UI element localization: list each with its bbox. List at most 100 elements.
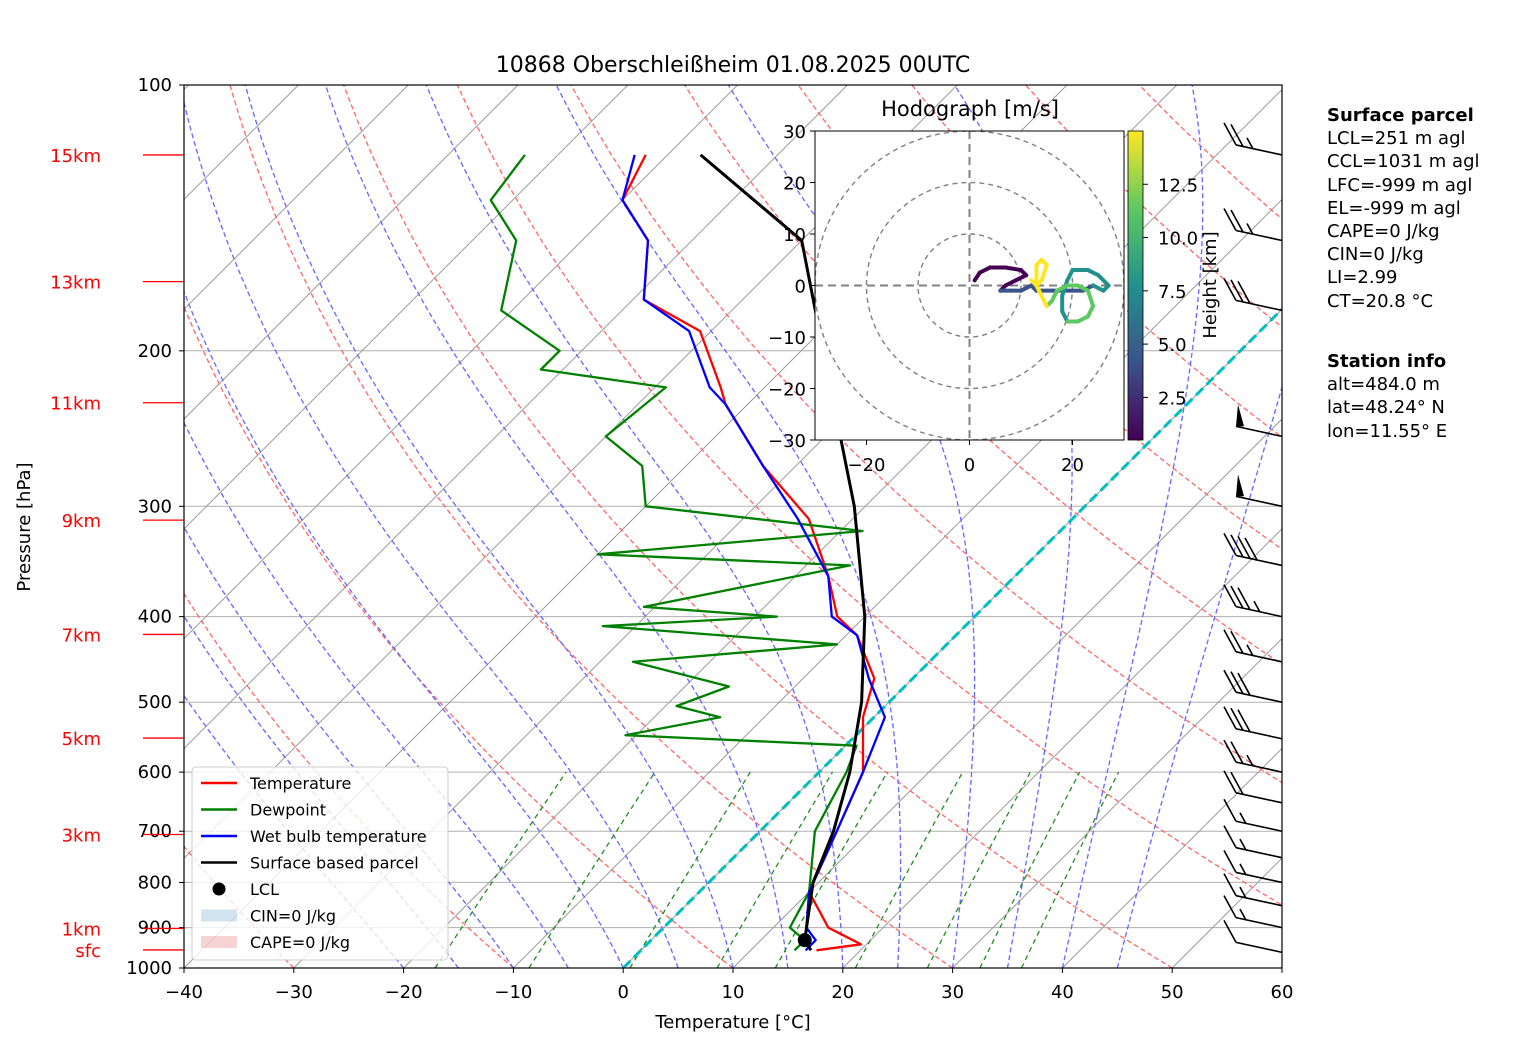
isotherm xyxy=(184,85,629,530)
moist-adiabat xyxy=(1116,384,1282,968)
legend-label: CAPE=0 J/kg xyxy=(250,933,350,952)
mixing-ratio-line xyxy=(926,771,1031,968)
legend-swatch xyxy=(201,909,237,922)
moist-adiabat xyxy=(244,85,734,968)
parcel-line: LFC=-999 m agl xyxy=(1327,174,1473,196)
x-tick-label: 40 xyxy=(1051,982,1074,1003)
station-info-header: Station info xyxy=(1327,351,1447,372)
wind-barb xyxy=(1223,629,1283,663)
wind-barb xyxy=(1223,770,1283,804)
isotherm xyxy=(184,85,738,640)
mixing-ratio-line xyxy=(716,771,834,968)
mixing-ratio-line xyxy=(434,771,567,968)
wind-barb xyxy=(1223,739,1283,773)
parcel-line: CAPE=0 J/kg xyxy=(1327,221,1440,243)
hodograph-y-tick-label: 20 xyxy=(783,174,806,195)
x-tick-label: −30 xyxy=(275,982,313,1003)
hodograph-colorbar xyxy=(1127,130,1144,441)
parcel-line: LCL=251 m agl xyxy=(1327,128,1466,150)
wind-barb xyxy=(1223,919,1283,954)
isotherm xyxy=(842,528,1282,968)
station-line: lat=48.24° N xyxy=(1327,397,1445,419)
legend-label: Wet bulb temperature xyxy=(250,827,427,846)
x-tick-label: 10 xyxy=(722,982,745,1003)
legend-label: Temperature xyxy=(249,774,351,793)
height-marker-label: 3km xyxy=(62,825,101,846)
wind-barb xyxy=(1223,825,1283,859)
parcel-line: LI=2.99 xyxy=(1327,267,1398,289)
hodograph-y-tick-label: 30 xyxy=(783,122,806,143)
parcel-line: CT=20.8 °C xyxy=(1327,290,1434,312)
dry-adiabat xyxy=(456,85,1282,906)
legend-label: Surface based parcel xyxy=(250,854,419,873)
parcel-line: CIN=0 J/kg xyxy=(1327,244,1424,266)
moist-adiabat xyxy=(425,85,844,968)
wind-barb xyxy=(1223,706,1283,740)
parcel-line: EL=-999 m agl xyxy=(1327,197,1461,219)
moist-adiabat xyxy=(1061,85,1204,968)
y-tick-label: 500 xyxy=(138,692,172,713)
legend-swatch xyxy=(212,882,226,896)
hodograph-y-tick-label: 10 xyxy=(783,225,806,246)
legend-label: LCL xyxy=(250,880,279,899)
isotherm xyxy=(1062,747,1282,968)
height-marker-label: 5km xyxy=(62,729,101,750)
hodograph-segment xyxy=(1029,278,1039,288)
wind-barb xyxy=(1223,669,1283,703)
surface-parcel-header: Surface parcel xyxy=(1327,105,1474,126)
mixing-ratio-line xyxy=(528,771,656,968)
dewpoint-line xyxy=(489,154,864,952)
isotherm xyxy=(184,85,848,750)
lcl-marker xyxy=(797,933,812,948)
x-tick-label: −10 xyxy=(494,982,532,1003)
wind-barb xyxy=(1223,895,1283,929)
x-axis-label: Temperature [°C] xyxy=(654,1012,810,1033)
dry-adiabat xyxy=(229,85,953,968)
y-tick-label: 300 xyxy=(138,496,172,517)
wind-barb xyxy=(1223,278,1283,312)
isotherm xyxy=(513,198,1282,968)
y-axis-label: Pressure [hPa] xyxy=(14,462,35,591)
mixing-ratio-line xyxy=(629,771,751,968)
wind-barb xyxy=(1223,584,1283,618)
mixing-ratio-line xyxy=(854,771,964,968)
moist-adiabat xyxy=(184,100,679,968)
x-tick-label: −40 xyxy=(165,982,203,1003)
hodograph-ring xyxy=(917,233,1022,338)
surface-parcel-panel: Surface parcel LCL=251 m agl CCL=1031 m … xyxy=(1327,104,1480,313)
wind-barb xyxy=(1223,850,1283,884)
colorbar-tick-label: 5.0 xyxy=(1158,335,1187,356)
y-tick-label: 1000 xyxy=(126,958,172,979)
hodograph: Hodograph [m/s] Height [km] −30 −20 −10 0 10… xyxy=(768,97,1221,476)
zero-isotherm xyxy=(622,307,1282,968)
station-line: lon=11.55° E xyxy=(1327,420,1448,442)
legend-label: Dewpoint xyxy=(250,801,326,820)
dry-adiabat xyxy=(570,85,1282,784)
hodograph-y-tick-label: −10 xyxy=(768,328,806,349)
station-info-panel: Station info alt=484.0 m lat=48.24° N lo… xyxy=(1327,350,1447,443)
chart-title: 10868 Oberschleißheim 01.08.2025 00UTC xyxy=(496,53,971,78)
moist-adiabat xyxy=(184,290,624,968)
x-tick-label: 0 xyxy=(617,982,628,1003)
dry-adiabat xyxy=(184,305,734,968)
isotherm xyxy=(184,85,519,420)
wind-barb xyxy=(1235,404,1283,438)
hodograph-x-tick-label: −20 xyxy=(848,455,886,476)
moist-adiabat xyxy=(184,421,569,968)
hodograph-x-tick-label: 0 xyxy=(964,455,975,476)
hodograph-title: Hodograph [m/s] xyxy=(881,97,1059,121)
y-tick-label: 100 xyxy=(138,75,172,96)
height-marker-label: 11km xyxy=(50,394,101,415)
wind-barb xyxy=(1223,122,1283,156)
mixing-ratio-line xyxy=(774,771,888,968)
wind-barb xyxy=(1223,873,1283,907)
height-marker-label: 9km xyxy=(62,511,101,532)
mixing-ratio-line xyxy=(1020,771,1120,968)
dry-adiabat xyxy=(342,85,1173,968)
x-tick-label: 60 xyxy=(1271,982,1294,1003)
colorbar-tick-label: 10.0 xyxy=(1158,229,1198,250)
height-marker-label: 1km xyxy=(62,919,101,940)
y-tick-label: 600 xyxy=(138,762,172,783)
x-tick-label: −20 xyxy=(385,982,423,1003)
